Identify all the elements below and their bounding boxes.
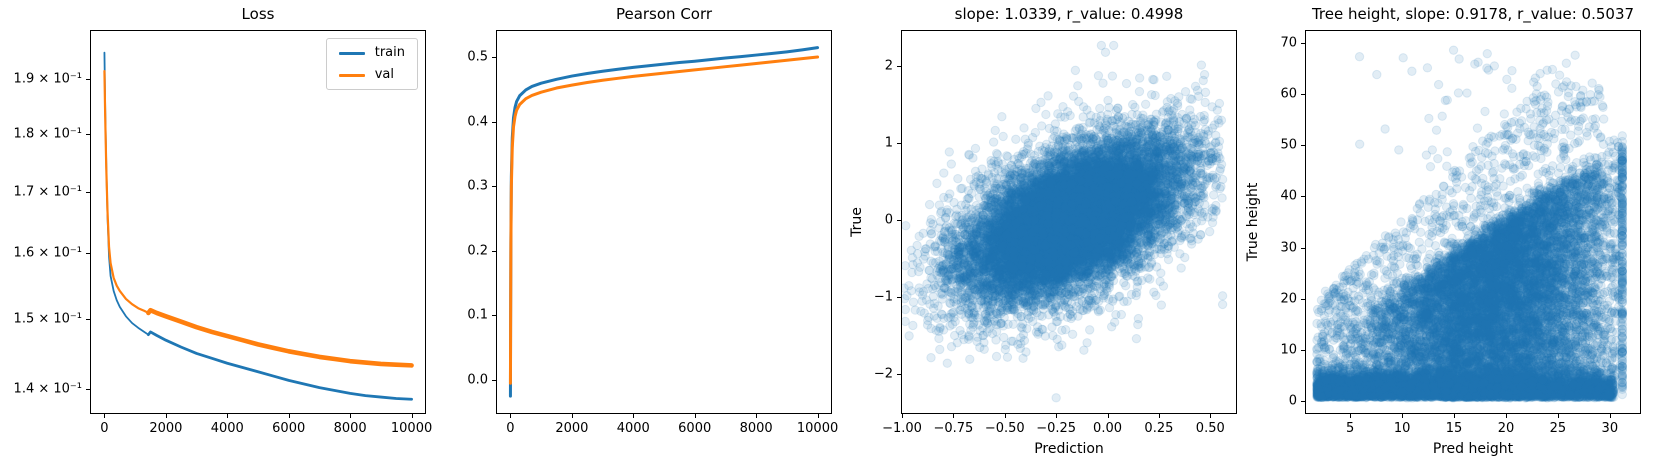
x-tick-label: −0.50 [984, 421, 1025, 436]
x-tick-label: 0.50 [1195, 421, 1225, 436]
y-tick-label: 0 [884, 212, 893, 228]
y-tick-label: 1.7 × 10⁻¹ [13, 184, 82, 200]
subplot-pred_true: slope: 1.0339, r_value: 0.4998 −1.00 −0.75… [849, 5, 1245, 457]
train-line-swatch [338, 51, 365, 55]
x-tick-label: 15 [1445, 421, 1463, 436]
axes-tree_height [1297, 22, 1649, 422]
y-tick-label: 0.4 [467, 114, 488, 130]
y-tick-label: −1 [873, 289, 893, 305]
x-tick-label: 30 [1601, 421, 1619, 436]
x-tick-label: 25 [1549, 421, 1567, 436]
legend-label: train [374, 45, 405, 60]
subplot-title: Tree height, slope: 0.9178, r_value: 0.5… [1311, 5, 1635, 23]
legend-label: val [374, 67, 395, 82]
y-tick-label: −2 [873, 366, 893, 382]
x-tick-label: 4000 [210, 421, 244, 436]
pred_true-plot-canvas [893, 22, 1245, 422]
y-tick-label: 1.5 × 10⁻¹ [13, 311, 82, 327]
x-tick-label: 10000 [796, 421, 839, 436]
y-tick-label: 0 [1288, 393, 1297, 409]
y-tick-label: 1.4 × 10⁻¹ [13, 381, 82, 397]
val-line-swatch [338, 73, 365, 77]
x-tick-label: 10000 [390, 421, 433, 436]
subplot-title: slope: 1.0339, r_value: 0.4998 [954, 5, 1184, 23]
legend-box: train val [325, 38, 418, 90]
x-tick-label: 5 [1346, 421, 1355, 436]
y-tick-label: 40 [1280, 188, 1297, 204]
x-axis-label: Pred height [1432, 441, 1514, 457]
x-tick-label: −0.25 [1036, 421, 1077, 436]
x-tick-label: 0.00 [1093, 421, 1123, 436]
y-tick-label: 20 [1280, 291, 1297, 307]
x-tick-label: 10 [1393, 421, 1411, 436]
x-tick-label: 2000 [555, 421, 589, 436]
x-tick-label: 0.25 [1144, 421, 1174, 436]
y-tick-label: 0.2 [467, 243, 488, 259]
axes-pearson [488, 22, 840, 422]
y-tick-label: 50 [1280, 137, 1297, 153]
x-tick-label: 2000 [149, 421, 183, 436]
y-axis-label: True height [1245, 182, 1261, 262]
y-tick-label: 1.6 × 10⁻¹ [13, 245, 82, 261]
x-tick-label: 20 [1497, 421, 1515, 436]
x-tick-label: 8000 [739, 421, 773, 436]
subplot-pearson: Pearson Corr 0 2000 4000 6000 8000 10000 0.0 0.1… [467, 5, 840, 436]
pearson-plot-canvas [488, 22, 840, 422]
x-tick-label: −0.75 [933, 421, 974, 436]
x-axis-label: Prediction [1034, 441, 1104, 457]
x-tick-label: 6000 [678, 421, 712, 436]
y-tick-label: 60 [1280, 86, 1297, 102]
subplot-tree_height: Tree height, slope: 0.9178, r_value: 0.5… [1245, 5, 1649, 457]
x-tick-label: 6000 [272, 421, 306, 436]
y-axis-label: True [849, 207, 865, 237]
subplot-loss: train val Loss 0 2000 4000 6000 8000 10000 1.9 × … [14, 5, 434, 436]
y-tick-label: 0.0 [467, 372, 488, 388]
subplot-title: Loss [241, 5, 275, 23]
tree_height-plot-canvas [1297, 22, 1649, 422]
y-tick-label: 0.3 [467, 178, 488, 194]
y-tick-label: 30 [1280, 240, 1297, 256]
x-tick-label: 0 [506, 421, 515, 436]
y-tick-label: 0.1 [467, 307, 488, 323]
y-tick-label: 0.5 [467, 49, 488, 65]
x-tick-label: 0 [100, 421, 109, 436]
y-tick-label: 2 [884, 58, 893, 74]
legend-entry-train: train [338, 45, 405, 60]
x-tick-label: 8000 [333, 421, 367, 436]
axes-pred_true [893, 22, 1245, 422]
x-tick-label: 4000 [616, 421, 650, 436]
axes-loss: train val [82, 22, 434, 422]
legend-entry-val: val [338, 67, 405, 82]
y-tick-label: 70 [1280, 35, 1297, 51]
y-tick-label: 1.8 × 10⁻¹ [13, 126, 82, 142]
y-tick-label: 1 [884, 135, 893, 151]
y-tick-label: 1.9 × 10⁻¹ [13, 71, 82, 87]
x-tick-label: −1.00 [882, 421, 922, 436]
subplot-title: Pearson Corr [615, 5, 713, 23]
y-tick-label: 10 [1280, 342, 1297, 358]
